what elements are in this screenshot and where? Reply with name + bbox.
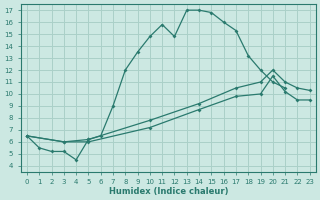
X-axis label: Humidex (Indice chaleur): Humidex (Indice chaleur) [108,187,228,196]
